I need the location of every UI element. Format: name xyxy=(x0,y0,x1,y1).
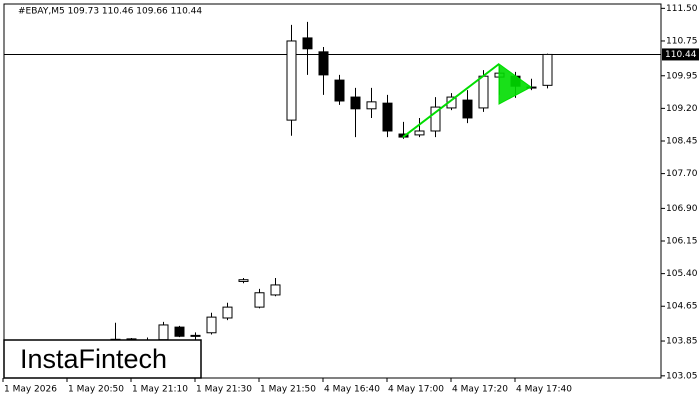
candle-body xyxy=(350,96,361,110)
y-tick-label: 109.95 xyxy=(666,71,698,81)
plot-frame xyxy=(3,3,662,379)
pattern-flag xyxy=(498,63,532,105)
candle-body xyxy=(462,99,473,119)
price-label: 110.44 xyxy=(665,50,697,60)
candle-body xyxy=(206,316,217,334)
y-tick-label: 108.45 xyxy=(666,136,698,146)
logo-box xyxy=(3,339,202,379)
candle-body xyxy=(174,326,185,337)
y-tick-label: 103.85 xyxy=(666,337,698,347)
y-tick-label: 111.50 xyxy=(666,4,698,14)
candle-body xyxy=(286,40,297,121)
candle-body xyxy=(270,284,281,296)
x-tick-label: 1 May 2026 xyxy=(4,385,57,395)
x-tick-label: 4 May 17:00 xyxy=(388,385,444,395)
y-tick-label: 103.05 xyxy=(666,371,698,381)
candle-body xyxy=(430,106,441,132)
y-tick-label: 104.65 xyxy=(666,302,698,312)
pattern-pole xyxy=(402,63,500,138)
candle-body xyxy=(382,102,393,132)
candle-body xyxy=(334,79,345,102)
x-tick-label: 4 May 17:40 xyxy=(516,385,572,395)
y-tick-label: 107.70 xyxy=(666,169,698,179)
logo: InstaFintech xyxy=(20,344,167,374)
y-tick-label: 106.15 xyxy=(666,237,698,247)
chart-title: #EBAY,M5 109.73 110.46 109.66 110.44 xyxy=(18,7,202,17)
candle-body xyxy=(318,51,329,76)
candle-body xyxy=(158,324,169,341)
y-tick-label: 110.75 xyxy=(666,36,698,46)
candle-body xyxy=(254,292,265,308)
price-label-box xyxy=(662,48,699,61)
candle-body xyxy=(238,279,249,282)
candle-body xyxy=(366,101,377,110)
x-tick-label: 1 May 21:30 xyxy=(196,385,252,395)
x-tick-label: 1 May 21:10 xyxy=(132,385,188,395)
candle-body xyxy=(222,306,233,319)
x-tick-label: 1 May 21:50 xyxy=(260,385,316,395)
candle-body xyxy=(190,334,201,337)
candle-body xyxy=(478,75,489,109)
x-tick-label: 1 May 20:50 xyxy=(68,385,124,395)
candle-body xyxy=(302,37,313,50)
candle-body xyxy=(414,130,425,136)
candle-body xyxy=(542,53,553,86)
y-tick-label: 105.40 xyxy=(666,269,698,279)
y-tick-label: 106.90 xyxy=(666,204,698,214)
x-tick-label: 4 May 16:40 xyxy=(324,385,380,395)
x-tick-label: 4 May 17:20 xyxy=(452,385,508,395)
y-tick-label: 109.20 xyxy=(666,104,698,114)
